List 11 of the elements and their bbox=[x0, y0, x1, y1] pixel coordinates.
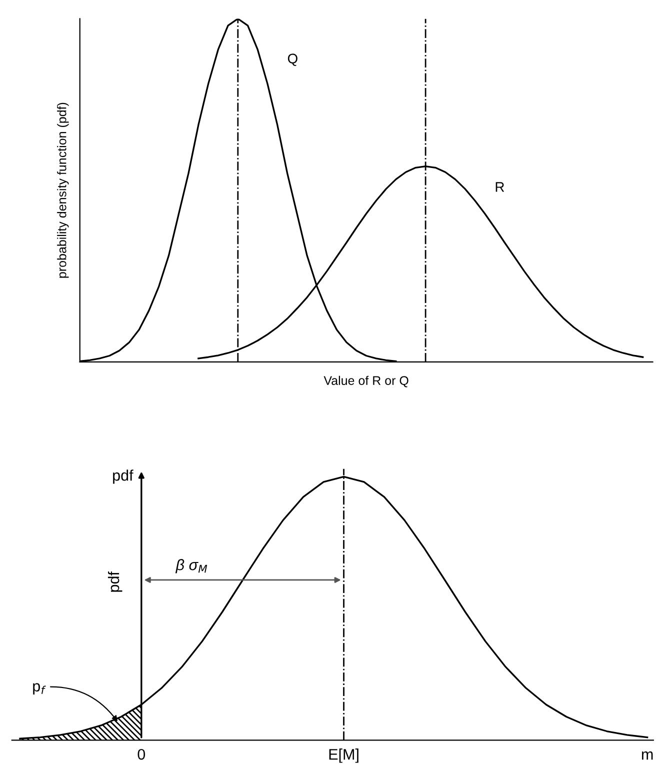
x-tick-label: E[M] bbox=[329, 748, 358, 763]
y-axis-title: probability density function (pdf) bbox=[57, 102, 69, 278]
y-axis-title: pdf bbox=[108, 571, 122, 592]
annotation: β σ$_{M}$ bbox=[175, 559, 208, 574]
x-axis-title: Value of R or Q bbox=[324, 376, 408, 388]
annotation: p$_{f}$ bbox=[33, 683, 46, 695]
x-tick-label: 0 bbox=[138, 748, 146, 760]
series-label: Q bbox=[288, 54, 298, 66]
series-label: R bbox=[496, 182, 504, 192]
x-tick-label: m bbox=[642, 751, 653, 760]
annotation: pdf bbox=[113, 470, 134, 484]
